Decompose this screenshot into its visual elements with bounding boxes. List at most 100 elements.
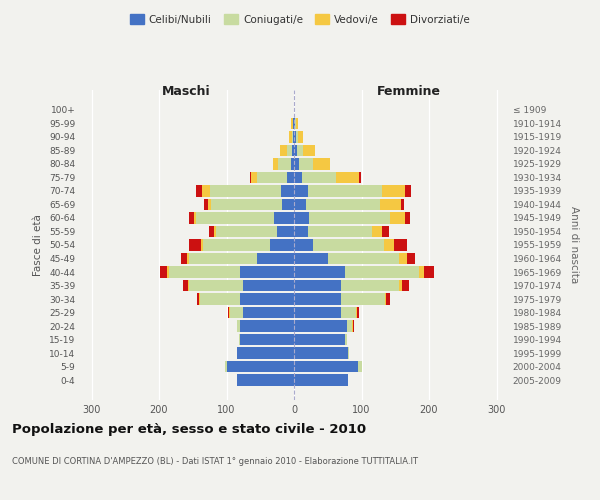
Bar xyxy=(281,185,294,196)
Bar xyxy=(341,307,356,318)
Bar xyxy=(257,253,294,264)
Bar xyxy=(294,334,344,345)
Bar xyxy=(251,172,257,183)
Bar xyxy=(199,294,240,305)
Bar xyxy=(336,172,359,183)
Bar xyxy=(299,158,313,170)
Bar xyxy=(244,307,294,318)
Bar xyxy=(188,212,194,224)
Bar xyxy=(347,320,352,332)
Bar xyxy=(294,131,296,142)
Bar xyxy=(293,118,294,129)
Bar xyxy=(196,185,202,196)
Bar xyxy=(405,212,410,224)
Bar xyxy=(308,226,371,237)
Bar xyxy=(303,144,315,156)
Bar xyxy=(209,185,281,196)
Bar xyxy=(294,240,313,250)
Bar xyxy=(289,131,292,142)
Bar xyxy=(359,172,361,183)
Bar xyxy=(292,144,294,156)
Y-axis label: Fasce di età: Fasce di età xyxy=(34,214,43,276)
Bar xyxy=(292,131,293,142)
Bar xyxy=(160,266,167,278)
Bar xyxy=(296,118,298,129)
Bar xyxy=(203,240,271,250)
Bar xyxy=(240,334,294,345)
Bar xyxy=(239,334,240,345)
Bar xyxy=(356,307,357,318)
Bar xyxy=(294,172,302,183)
Bar xyxy=(294,280,341,291)
Bar xyxy=(308,185,382,196)
Bar xyxy=(214,226,217,237)
Text: COMUNE DI CORTINA D'AMPEZZO (BL) - Dati ISTAT 1° gennaio 2010 - Elaborazione TUT: COMUNE DI CORTINA D'AMPEZZO (BL) - Dati … xyxy=(12,458,418,466)
Bar xyxy=(217,226,277,237)
Bar xyxy=(296,131,298,142)
Bar xyxy=(344,334,347,345)
Bar xyxy=(250,172,251,183)
Bar xyxy=(194,212,196,224)
Legend: Celibi/Nubili, Coniugati/e, Vedovi/e, Divorziati/e: Celibi/Nubili, Coniugati/e, Vedovi/e, Di… xyxy=(126,10,474,29)
Text: Maschi: Maschi xyxy=(161,84,211,98)
Bar xyxy=(358,361,361,372)
Bar xyxy=(390,212,405,224)
Bar xyxy=(294,374,348,386)
Bar xyxy=(424,266,434,278)
Bar xyxy=(406,185,411,196)
Bar xyxy=(240,266,294,278)
Bar xyxy=(306,198,380,210)
Bar xyxy=(294,158,299,170)
Bar xyxy=(313,240,384,250)
Bar xyxy=(230,307,244,318)
Bar xyxy=(188,280,190,291)
Bar xyxy=(240,320,294,332)
Bar xyxy=(302,172,336,183)
Bar xyxy=(228,307,229,318)
Bar xyxy=(244,280,294,291)
Text: Popolazione per età, sesso e stato civile - 2010: Popolazione per età, sesso e stato civil… xyxy=(12,422,366,436)
Bar xyxy=(257,172,287,183)
Bar xyxy=(278,158,290,170)
Bar xyxy=(190,280,244,291)
Bar xyxy=(382,226,389,237)
Bar xyxy=(402,280,409,291)
Bar xyxy=(357,307,359,318)
Bar xyxy=(407,253,415,264)
Bar xyxy=(294,361,358,372)
Bar xyxy=(181,253,187,264)
Bar xyxy=(294,253,328,264)
Bar xyxy=(294,294,341,305)
Bar xyxy=(209,226,214,237)
Bar xyxy=(240,294,294,305)
Bar xyxy=(352,320,353,332)
Bar xyxy=(236,320,240,332)
Bar xyxy=(344,266,419,278)
Bar xyxy=(384,240,394,250)
Bar xyxy=(282,198,294,210)
Bar xyxy=(353,320,354,332)
Bar xyxy=(348,348,349,359)
Y-axis label: Anni di nascita: Anni di nascita xyxy=(569,206,578,284)
Bar xyxy=(398,253,407,264)
Bar xyxy=(382,185,406,196)
Bar xyxy=(341,280,398,291)
Bar xyxy=(386,294,390,305)
Bar xyxy=(182,280,188,291)
Bar xyxy=(208,198,211,210)
Bar xyxy=(287,144,292,156)
Bar xyxy=(294,307,341,318)
Bar xyxy=(287,172,294,183)
Bar xyxy=(394,240,407,250)
Bar xyxy=(225,361,227,372)
Bar xyxy=(309,212,390,224)
Bar xyxy=(274,212,294,224)
Bar xyxy=(385,294,386,305)
Bar xyxy=(294,198,306,210)
Bar xyxy=(290,158,294,170)
Bar xyxy=(294,185,308,196)
Bar xyxy=(280,144,287,156)
Bar xyxy=(196,212,274,224)
Bar xyxy=(295,118,296,129)
Bar xyxy=(236,348,294,359)
